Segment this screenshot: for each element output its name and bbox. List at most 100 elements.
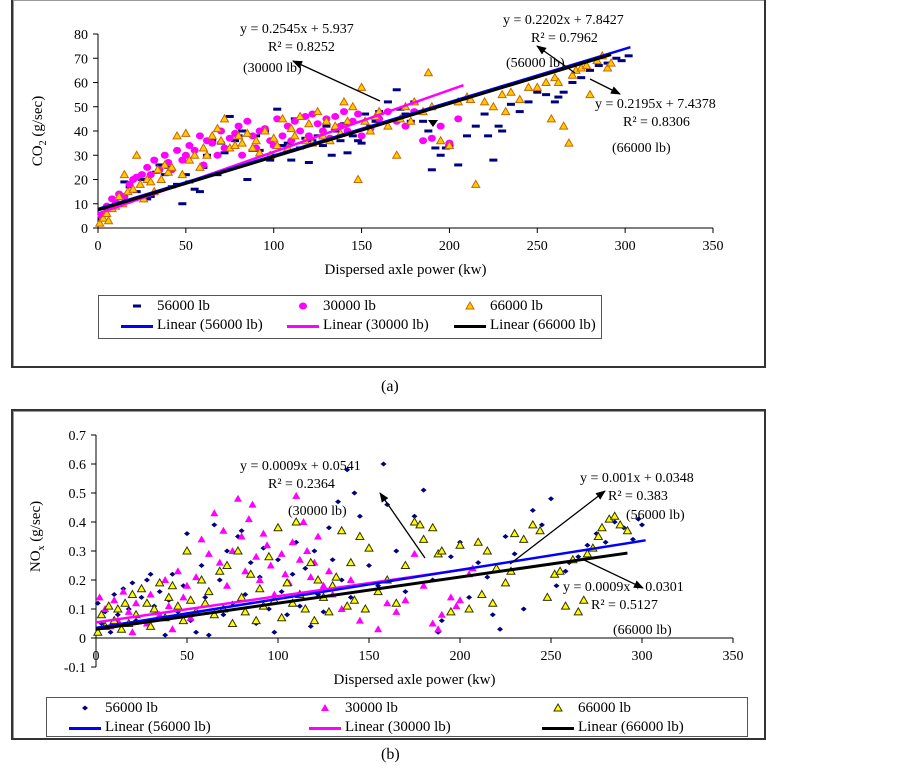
x-axis-label: Dispersed axle power (kw) (324, 262, 486, 278)
y-axis-label: NOx (g/sec) (28, 501, 47, 572)
data-point (154, 577, 165, 587)
legend-marker-icon (133, 304, 141, 308)
data-point (365, 125, 376, 135)
data-point (437, 610, 446, 618)
data-point (182, 545, 192, 555)
data-point (560, 601, 571, 610)
x-tick-label: 300 (632, 649, 653, 664)
data-point (529, 507, 536, 513)
data-point (373, 586, 383, 596)
x-tick-label: 200 (450, 649, 471, 664)
trend-equation: y = 0.0009x + 0.0301 (563, 580, 684, 595)
data-point (438, 618, 445, 624)
legend-marker (465, 300, 475, 310)
annotation-arrow (509, 490, 606, 565)
data-point (611, 519, 618, 525)
data-point (107, 629, 114, 635)
data-point (146, 171, 155, 179)
data-point (342, 116, 353, 125)
data-point (419, 137, 428, 145)
data-point (145, 621, 156, 630)
data-point (314, 532, 323, 540)
y-tick-label: 0.1 (69, 603, 87, 618)
trendline-66000-lb (95, 551, 628, 631)
data-point (617, 59, 626, 63)
x-tick-label: 300 (615, 239, 636, 254)
data-point (242, 592, 249, 597)
data-point (119, 587, 128, 595)
legend-marker (299, 302, 307, 310)
y-tick-label: 0.5 (69, 487, 87, 502)
data-point (277, 549, 286, 557)
data-point (546, 113, 557, 123)
legend-marker-icon (553, 702, 563, 712)
data-point (436, 545, 447, 555)
annotation-arrow (589, 78, 621, 95)
series-tag: (56000 lb) (506, 56, 565, 71)
data-point (137, 178, 146, 181)
data-point (129, 580, 136, 586)
data-point (268, 133, 279, 142)
x-tick-label: 350 (723, 649, 744, 664)
data-point (247, 142, 258, 152)
data-point (243, 178, 252, 181)
data-point (622, 525, 633, 535)
y-tick-label: 0.2 (69, 574, 87, 589)
data-point (202, 150, 212, 159)
data-point (427, 522, 438, 532)
data-point (263, 541, 272, 549)
data-point (296, 603, 303, 609)
data-point (173, 146, 182, 154)
data-point (120, 598, 130, 607)
data-point (436, 122, 445, 130)
x-tick-label: 0 (95, 239, 102, 254)
data-point (296, 127, 305, 135)
data-point (331, 572, 342, 581)
data-point (383, 121, 393, 130)
data-point (272, 140, 283, 150)
data-point (234, 122, 243, 130)
data-point (265, 606, 272, 612)
data-point (238, 528, 245, 534)
data-point (204, 549, 213, 557)
data-point (238, 151, 247, 159)
data-point (427, 168, 436, 172)
data-point (114, 191, 124, 200)
r-squared: R² = 0.2364 (268, 477, 335, 492)
data-point (345, 557, 356, 567)
data-point (241, 567, 250, 575)
data-point (302, 565, 309, 571)
data-point (542, 592, 553, 601)
data-point (313, 574, 323, 584)
data-point (156, 589, 163, 595)
data-point (255, 576, 264, 583)
annotation-arrow (581, 558, 644, 589)
data-point (420, 487, 427, 493)
data-point (515, 110, 524, 114)
r-squared: R² = 0.383 (608, 489, 668, 504)
data-point (116, 624, 127, 633)
data-point (220, 151, 229, 155)
y-axis-label-main: NO (28, 550, 44, 572)
data-point (456, 596, 464, 604)
data-point (304, 161, 313, 165)
data-point (128, 184, 139, 193)
data-point (360, 603, 371, 613)
data-point (110, 596, 119, 604)
legend-marker-icon (321, 704, 329, 711)
data-point (446, 593, 455, 601)
data-point (303, 547, 312, 554)
data-point (233, 494, 242, 502)
data-point (562, 568, 569, 574)
y-tick-label: 50 (74, 101, 88, 116)
data-point (205, 632, 212, 638)
data-point (161, 576, 170, 583)
data-point (392, 607, 401, 615)
data-point (584, 542, 591, 548)
data-point (252, 552, 261, 560)
data-point (475, 560, 482, 566)
data-point (92, 627, 103, 636)
data-point (489, 158, 498, 162)
data-point (524, 100, 533, 104)
legend-label: Linear (30000 lb) (345, 719, 451, 735)
